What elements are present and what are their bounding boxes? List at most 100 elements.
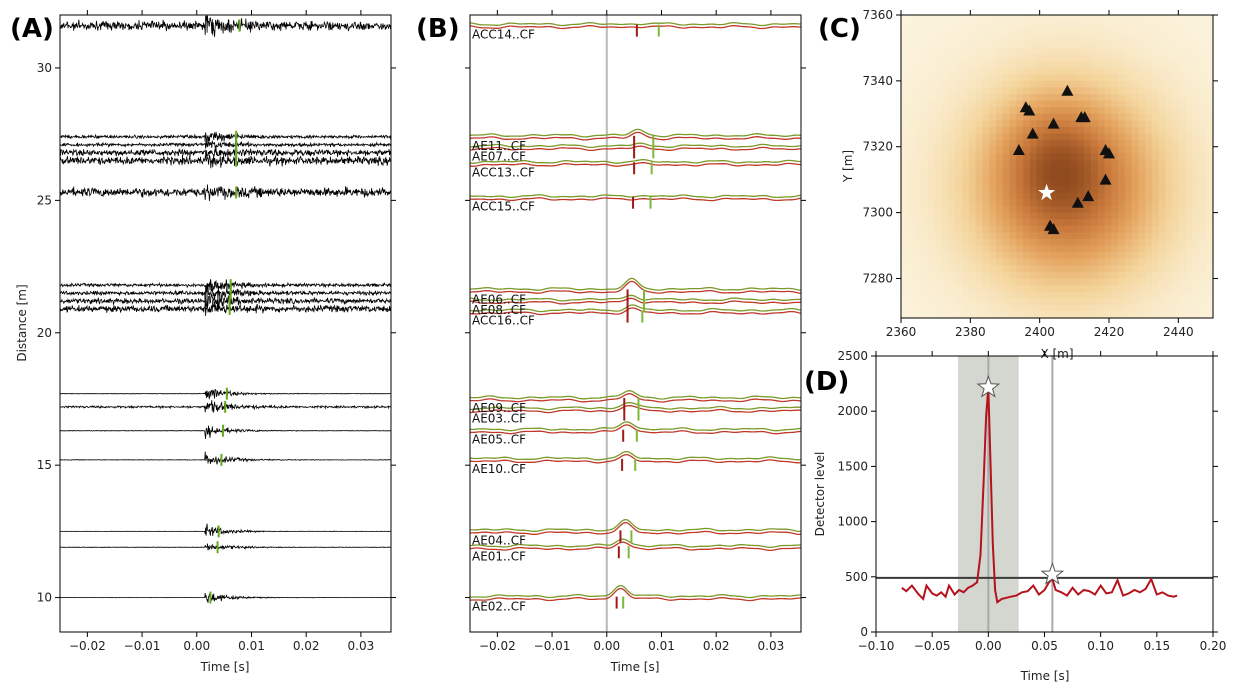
heatmap-cell	[1009, 245, 1017, 253]
heatmap-cell	[1029, 15, 1038, 23]
heatmap-cell	[907, 192, 916, 201]
heatmap-cell	[1124, 47, 1133, 56]
heatmap-cell	[1165, 212, 1173, 220]
heatmap-cell	[962, 133, 970, 141]
heatmap-cell	[948, 61, 956, 69]
heatmap-cell	[1192, 199, 1201, 207]
heatmap-cell	[968, 113, 977, 121]
heatmap-cell	[1158, 206, 1167, 214]
heatmap-cell	[1029, 311, 1038, 319]
heatmap-cell	[995, 15, 1004, 23]
heatmap-cell	[941, 265, 950, 273]
heatmap-cell	[1179, 94, 1187, 102]
heatmap-cell	[1070, 225, 1078, 233]
heatmap-cell	[1023, 15, 1031, 23]
heatmap-cell	[975, 232, 983, 240]
heatmap-cell	[995, 67, 1004, 75]
cf-trace-upper	[470, 450, 801, 461]
cf-trace-lower	[470, 197, 801, 202]
heatmap-cell	[1036, 21, 1045, 29]
heatmap-cell	[1104, 54, 1112, 62]
heatmap-cell	[1070, 21, 1078, 29]
heatmap-cell	[1084, 28, 1092, 36]
heatmap-cell	[1090, 67, 1099, 75]
heatmap-cell	[1036, 140, 1045, 148]
heatmap-cell	[901, 67, 909, 75]
station-triangle-icon	[1082, 190, 1095, 202]
heatmap-cell	[1009, 100, 1017, 108]
heatmap-cell	[1172, 80, 1180, 89]
trace-label: ACC14..CF	[472, 28, 535, 42]
station-triangle-icon	[1078, 111, 1091, 123]
heatmap-cell	[995, 252, 1004, 260]
heatmap-cell	[955, 113, 963, 121]
heatmap-cell	[1090, 74, 1099, 82]
heatmap-cell	[1118, 113, 1126, 121]
heatmap-cell	[1016, 245, 1024, 253]
heatmap-cell	[914, 146, 922, 154]
heatmap-cell	[1165, 252, 1173, 260]
heatmap-cell	[907, 258, 916, 266]
heatmap-cell	[989, 206, 997, 214]
heatmap-cell	[1179, 245, 1187, 253]
heatmap-cell	[1172, 219, 1180, 227]
heatmap-cell	[1016, 298, 1024, 306]
heatmap-cell	[907, 252, 916, 260]
heatmap-cell	[1043, 179, 1051, 187]
heatmap-cell	[1063, 278, 1072, 286]
heatmap-cell	[1016, 21, 1024, 29]
heatmap-cell	[907, 126, 916, 135]
heatmap-cell	[1138, 225, 1146, 233]
heatmap-cell	[1124, 15, 1133, 23]
heatmap-cell	[941, 225, 950, 233]
heatmap-cell	[1192, 34, 1201, 42]
heatmap-cell	[1199, 100, 1207, 108]
heatmap-cell	[1043, 271, 1051, 280]
event-star-icon	[1038, 183, 1056, 201]
heatmap-cell	[975, 206, 983, 214]
heatmap-cell	[1036, 146, 1045, 154]
heatmap-cell	[1009, 238, 1017, 247]
heatmap-cell	[982, 271, 990, 280]
heatmap-cell	[1057, 15, 1065, 23]
heatmap-cell	[928, 238, 936, 247]
heatmap-cell	[1111, 173, 1119, 181]
heatmap-cell	[962, 80, 970, 89]
heatmap-cell	[1158, 100, 1167, 108]
heatmap-cell	[1124, 21, 1133, 29]
heatmap-cell	[1199, 107, 1207, 115]
heatmap-cell	[975, 67, 983, 75]
heatmap-cell	[982, 265, 990, 273]
heatmap-cell	[1138, 28, 1146, 36]
heatmap-cell	[1009, 271, 1017, 280]
heatmap-cell	[1158, 271, 1167, 280]
heatmap-cell	[1158, 258, 1167, 266]
heatmap-cell	[1077, 80, 1085, 89]
heatmap-cell	[968, 225, 977, 233]
heatmap-cell	[1043, 87, 1051, 95]
heatmap-cell	[1131, 238, 1139, 247]
heatmap-cell	[1002, 252, 1011, 260]
heatmap-cell	[955, 100, 963, 108]
heatmap-cell	[928, 271, 936, 280]
heatmap-cell	[1097, 146, 1106, 154]
heatmap-cell	[1185, 265, 1194, 273]
heatmap-cell	[907, 15, 916, 23]
heatmap-cell	[921, 245, 929, 253]
heatmap-cell	[1118, 232, 1126, 240]
heatmap-cell	[1009, 199, 1017, 207]
heatmap-cell	[1036, 252, 1045, 260]
heatmap-cell	[975, 298, 983, 306]
heatmap-cell	[948, 271, 956, 280]
heatmap-cell	[1131, 126, 1139, 135]
heatmap-cell	[1199, 173, 1207, 181]
heatmap-cell	[1063, 258, 1072, 266]
heatmap-cell	[1185, 61, 1194, 69]
heatmap-cell	[1185, 133, 1194, 141]
heatmap-cell	[1192, 298, 1201, 306]
heatmap-cell	[1172, 298, 1180, 306]
seismogram-trace	[60, 523, 391, 536]
heatmap-cell	[1009, 173, 1017, 181]
heatmap-cell	[1023, 47, 1031, 56]
heatmap-cell	[1165, 153, 1173, 161]
